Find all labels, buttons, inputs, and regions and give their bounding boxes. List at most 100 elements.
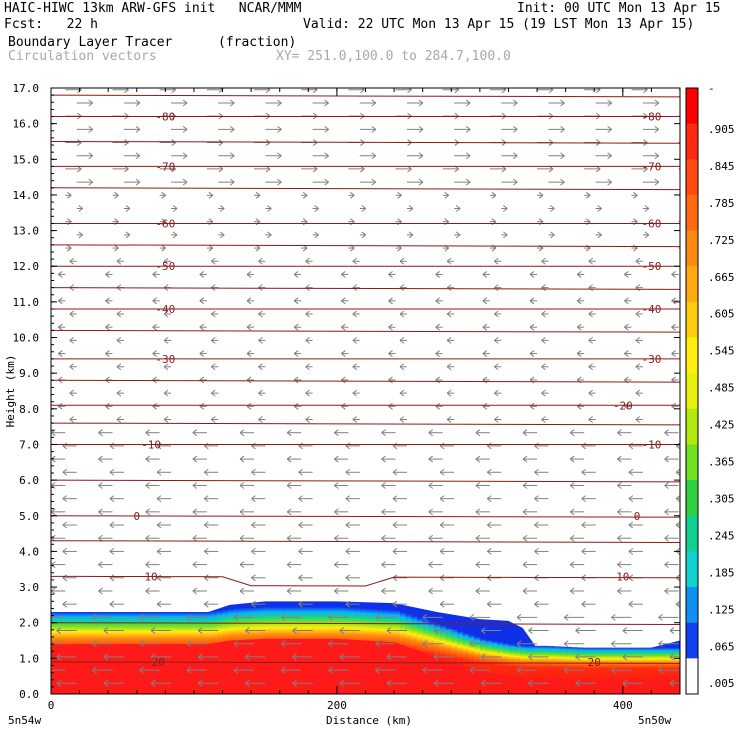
wind-vector bbox=[581, 548, 596, 555]
wind-vector bbox=[392, 548, 407, 555]
contour-line bbox=[51, 140, 680, 144]
wind-vector bbox=[298, 468, 313, 476]
wind-vector bbox=[192, 429, 207, 437]
model-line: HAIC-HIWC 13km ARW-GFS init NCAR/MMM bbox=[4, 1, 302, 16]
wind-vector bbox=[487, 600, 502, 608]
wind-vector bbox=[92, 640, 113, 648]
wind-vector bbox=[293, 271, 302, 278]
tracer-column bbox=[542, 645, 550, 694]
init-line: Init: 00 UTC Mon 13 Apr 15 bbox=[517, 1, 721, 16]
contour-line bbox=[51, 422, 680, 426]
wind-vector bbox=[112, 139, 129, 146]
wind-vector bbox=[494, 363, 502, 371]
wind-vector bbox=[576, 323, 585, 331]
wind-vector bbox=[611, 613, 632, 621]
wind-vector bbox=[428, 561, 443, 569]
tracer-column bbox=[548, 646, 555, 694]
fcst-line: Fcst: 22 h bbox=[4, 17, 98, 32]
wind-vector bbox=[116, 310, 124, 318]
contour-label: -70 bbox=[641, 160, 661, 173]
wind-vector bbox=[481, 627, 502, 634]
wind-vector bbox=[359, 99, 377, 107]
wind-vector bbox=[139, 613, 160, 621]
wind-vector bbox=[98, 455, 113, 463]
wind-vector bbox=[569, 455, 585, 463]
wind-vector bbox=[446, 336, 455, 344]
wind-vector bbox=[98, 508, 113, 516]
wind-vector bbox=[56, 627, 77, 634]
wind-vector bbox=[439, 495, 455, 503]
wind-vector bbox=[675, 468, 680, 476]
wind-vector bbox=[56, 653, 77, 661]
wind-vector bbox=[454, 178, 471, 186]
wind-vector bbox=[528, 653, 549, 661]
contour-label: 0 bbox=[133, 510, 140, 523]
wind-vector bbox=[475, 587, 490, 595]
wind-vector bbox=[265, 231, 272, 239]
wind-vector bbox=[210, 389, 219, 397]
colorbar-frame bbox=[685, 87, 699, 695]
wind-vector bbox=[334, 587, 349, 595]
wind-vector bbox=[305, 336, 313, 344]
wind-vector bbox=[435, 297, 443, 305]
tracer-column bbox=[502, 643, 510, 694]
wind-vector bbox=[145, 508, 160, 516]
wind-vector bbox=[516, 640, 538, 648]
colorbar-tick-label: .365 bbox=[708, 456, 735, 469]
wind-vector bbox=[239, 561, 254, 569]
wind-vector bbox=[635, 416, 643, 423]
wind-vector bbox=[664, 534, 679, 542]
wind-vector bbox=[628, 600, 643, 608]
wind-vector bbox=[624, 323, 632, 331]
wind-vector bbox=[671, 297, 679, 305]
wind-vector bbox=[475, 429, 490, 437]
tracer-column bbox=[594, 647, 601, 694]
wind-vector bbox=[233, 640, 254, 648]
wind-vector bbox=[163, 389, 172, 397]
wind-vector bbox=[305, 310, 313, 318]
wind-vector bbox=[239, 429, 254, 437]
wind-vector bbox=[454, 99, 471, 107]
wind-vector bbox=[469, 666, 490, 674]
wind-vector bbox=[642, 205, 650, 212]
tracer-column bbox=[451, 629, 458, 694]
wind-vector bbox=[428, 508, 443, 516]
wind-vector bbox=[522, 508, 538, 516]
wind-vector bbox=[98, 534, 113, 542]
colorbar-tick-label: .065 bbox=[708, 640, 735, 653]
wind-vector bbox=[422, 666, 443, 674]
wind-vector bbox=[192, 455, 207, 463]
wind-vector bbox=[286, 587, 302, 595]
colorbar-tick-label: .665 bbox=[708, 271, 735, 284]
wind-vector bbox=[206, 244, 214, 252]
wind-vector bbox=[482, 350, 490, 357]
wind-vector bbox=[487, 442, 502, 450]
wind-vector bbox=[156, 468, 172, 476]
colorbar-tick-label: .425 bbox=[708, 419, 735, 432]
wind-vector bbox=[312, 205, 319, 212]
wind-vector bbox=[345, 600, 360, 608]
wind-vector bbox=[116, 336, 124, 344]
colorbar-swatch bbox=[686, 88, 698, 125]
wind-vector bbox=[395, 191, 402, 199]
wind-vector bbox=[334, 482, 349, 489]
wind-vector bbox=[569, 508, 585, 516]
wind-vector bbox=[171, 99, 188, 107]
valid-line: Valid: 22 UTC Mon 13 Apr 15 (19 LST Mon … bbox=[303, 17, 695, 32]
y-tick-label: 0.0 bbox=[19, 688, 39, 701]
wind-vector bbox=[51, 429, 66, 437]
wind-vector bbox=[139, 666, 160, 674]
wind-vector bbox=[305, 363, 313, 371]
wind-vector bbox=[210, 363, 219, 371]
wind-vector bbox=[446, 257, 455, 265]
wind-vector bbox=[152, 376, 160, 384]
wind-vector bbox=[265, 178, 282, 186]
y-tick-label: 7.0 bbox=[19, 438, 39, 451]
wind-vector bbox=[51, 616, 66, 618]
wind-vector bbox=[388, 376, 396, 384]
wind-vector bbox=[475, 455, 490, 463]
wind-vector bbox=[669, 627, 680, 634]
wind-vector bbox=[352, 336, 360, 344]
wind-vector bbox=[233, 666, 254, 674]
contour-label: -10 bbox=[641, 438, 661, 451]
